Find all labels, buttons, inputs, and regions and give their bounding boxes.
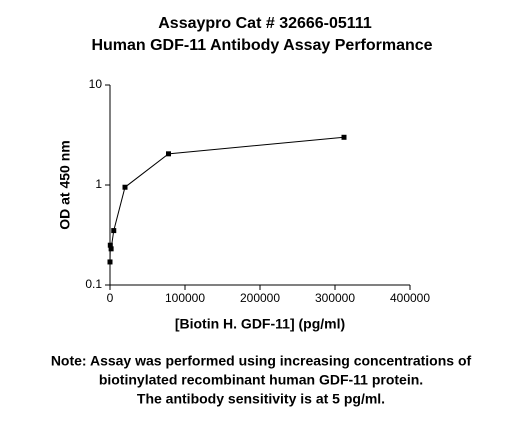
y-tick-label: 0.1 [85, 277, 102, 291]
series-line [109, 136, 345, 262]
note: Note: Assay was performed using increasi… [51, 353, 472, 369]
y-tick-label: 1 [95, 177, 102, 191]
note: The antibody sensitivity is at 5 pg/ml. [137, 391, 385, 407]
y-tick-label: 10 [89, 77, 103, 91]
x-tick-label: 100000 [165, 291, 205, 305]
point [111, 228, 117, 234]
y-axis-label: OD at 450 nm [57, 140, 73, 229]
point [107, 259, 113, 265]
point [107, 242, 113, 248]
point [341, 134, 347, 140]
x-tick-label: 0 [107, 291, 114, 305]
chart-title: Human GDF-11 Antibody Assay Performance [91, 37, 432, 54]
note: biotinylated recombinant human GDF-11 pr… [99, 372, 423, 388]
x-tick-label: 300000 [315, 291, 355, 305]
x-axis-label: [Biotin H. GDF-11] (pg/ml) [175, 316, 345, 332]
point [122, 184, 128, 190]
x-tick-label: 400000 [390, 291, 430, 305]
x-tick-label: 200000 [240, 291, 280, 305]
point [166, 151, 171, 157]
chart-title: Assaypro Cat # 32666-05111 [158, 15, 372, 32]
point [108, 246, 114, 252]
